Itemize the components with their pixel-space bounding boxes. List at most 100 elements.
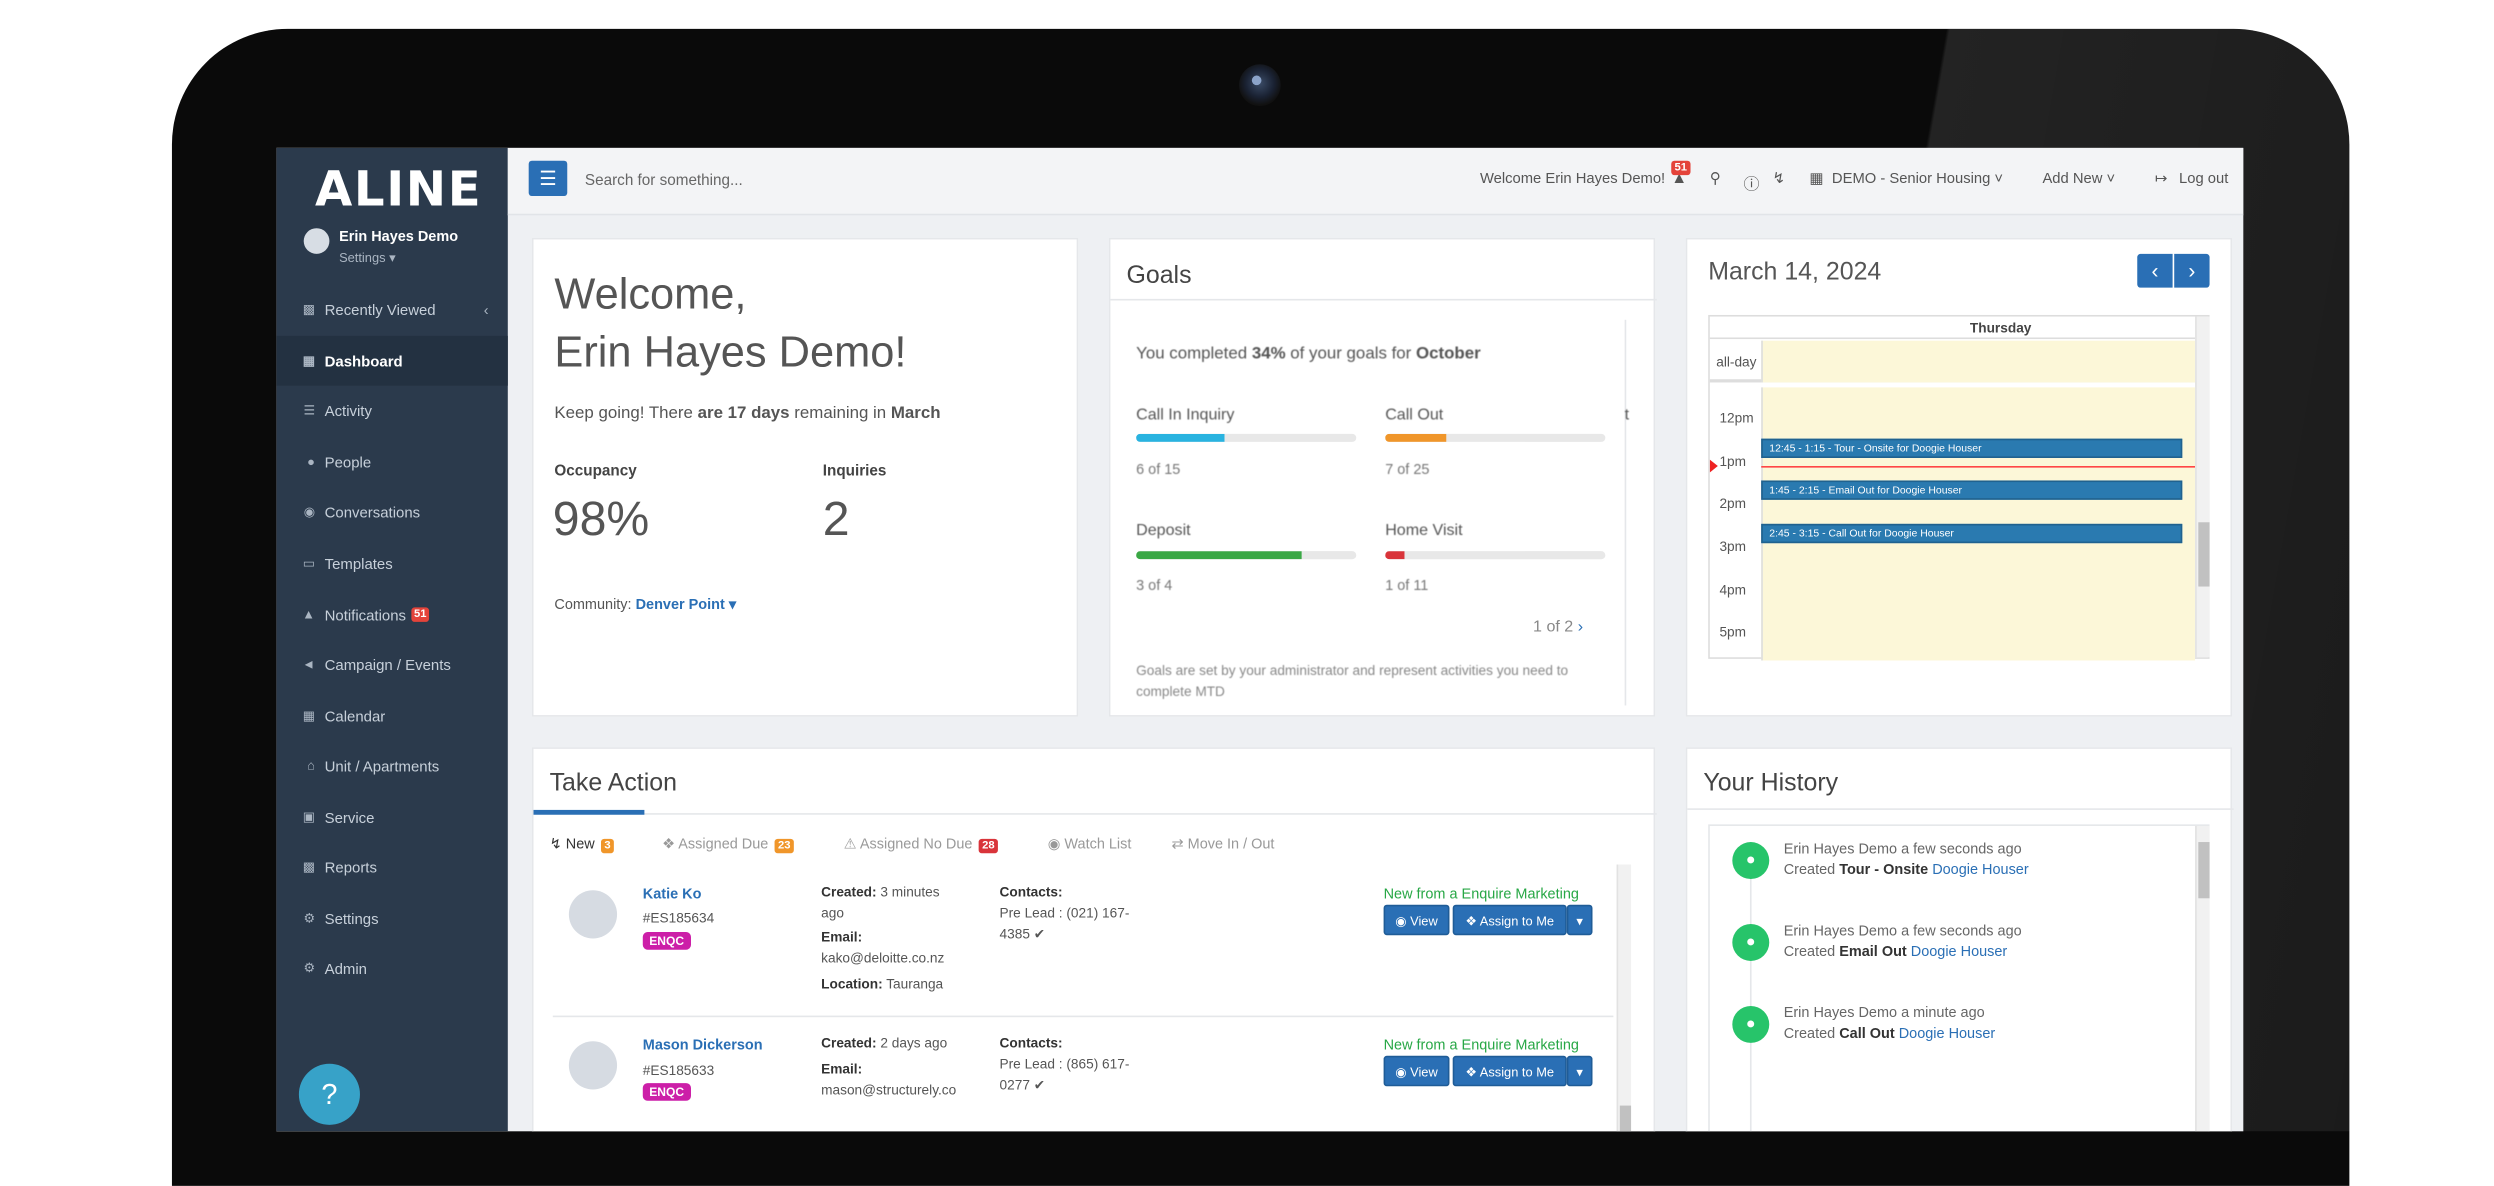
goal-progress: 7 of 25 xyxy=(1385,461,1430,478)
chevron-left-icon[interactable]: ‹ xyxy=(483,301,489,318)
lead-tag: ENQC xyxy=(642,932,691,950)
lead-id: #ES185634 xyxy=(642,909,715,926)
sidebar-item-reports[interactable]: ▩ Reports xyxy=(276,842,507,892)
assign-options-button[interactable]: ▾ xyxy=(1566,904,1593,936)
tab-assigned-no-due[interactable]: ⚠ Assigned No Due 28 xyxy=(844,836,998,854)
history-card: Your History ● Erin Hayes Demo a few sec… xyxy=(1685,747,2234,1132)
lead-location: Location: Tauranga xyxy=(821,975,944,992)
sidebar-item-admin[interactable]: ⚙ Admin xyxy=(276,943,507,993)
assign-options-button[interactable]: ▾ xyxy=(1566,1055,1593,1087)
building-icon: ▦ xyxy=(1809,170,1824,187)
hamburger-menu-button[interactable]: ☰ xyxy=(528,160,568,197)
tab-move-in-out[interactable]: ⇄ Move In / Out xyxy=(1171,835,1275,852)
exchange-icon: ⇄ xyxy=(1171,835,1184,852)
megaphone-icon: ◄ xyxy=(302,657,315,672)
user-icon: ● xyxy=(307,454,315,470)
lead-source: New from a Enquire Marketing xyxy=(1383,1036,1579,1053)
calendar-scrollbar[interactable] xyxy=(2195,316,2210,658)
sidebar-item-label: Reports xyxy=(324,858,377,875)
goal-call-in-inquiry-label: Call In Inquiry xyxy=(1136,406,1235,425)
question-icon[interactable]: ⓘ xyxy=(1743,176,1760,195)
sidebar-item-people[interactable]: ● People xyxy=(276,437,507,487)
calendar-event[interactable]: 1:45 - 2:15 - Email Out for Doogie House… xyxy=(1761,480,2183,500)
search-input[interactable] xyxy=(584,163,1068,197)
search-icon[interactable]: ⚲ xyxy=(1709,170,1721,187)
sidebar-user-name[interactable]: Erin Hayes Demo xyxy=(339,228,459,245)
lead-name[interactable]: Katie Ko xyxy=(642,885,702,902)
calendar-next-button[interactable]: › xyxy=(2174,253,2210,288)
sidebar-item-label: Recently Viewed xyxy=(324,301,436,318)
sidebar-item-templates[interactable]: ▭ Templates xyxy=(276,538,507,588)
calendar-event[interactable]: 12:45 - 1:15 - Tour - Onsite for Doogie … xyxy=(1761,438,2183,458)
users-icon: ▩ xyxy=(302,302,315,317)
hour-label: 1pm xyxy=(1719,453,1747,470)
list-icon: ☰ xyxy=(303,403,315,418)
bolt-icon: ↯ xyxy=(549,835,562,852)
goals-summary: You completed 34% of your goals for Octo… xyxy=(1136,343,1481,364)
history-scrollbar[interactable] xyxy=(2195,825,2210,1132)
sidebar-item-label: Conversations xyxy=(324,503,421,520)
sidebar-item-conversations[interactable]: ◉ Conversations xyxy=(276,487,507,537)
chart-icon: ▩ xyxy=(302,859,315,875)
crosshair-icon: ❖ xyxy=(662,835,676,852)
lead-created: Created: 2 days ago xyxy=(821,1034,948,1051)
view-button[interactable]: ◉ View xyxy=(1383,1055,1450,1087)
history-link[interactable]: Doogie Houser xyxy=(1898,1025,1996,1042)
sidebar-item-unit-apartments[interactable]: ⌂ Unit / Apartments xyxy=(276,741,507,791)
dashboard-icon: ▦ xyxy=(302,353,315,368)
take-action-scrollbar[interactable] xyxy=(1616,864,1632,1132)
sidebar-item-campaign-events[interactable]: ◄ Campaign / Events xyxy=(276,640,507,690)
sidebar-item-activity[interactable]: ☰ Activity xyxy=(276,386,507,436)
eye-icon: ◉ xyxy=(1047,835,1061,852)
calendar-prev-button[interactable]: ‹ xyxy=(2137,253,2173,288)
assign-to-me-button[interactable]: ❖ Assign to Me xyxy=(1452,1055,1567,1087)
sidebar-item-settings[interactable]: ⚙ Settings xyxy=(276,893,507,943)
gear-icon: ⚙ xyxy=(303,911,315,926)
goal-call-in-inquiry-bar xyxy=(1136,433,1357,442)
assign-to-me-button[interactable]: ❖ Assign to Me xyxy=(1452,904,1567,936)
logout-link[interactable]: Log out xyxy=(2179,170,2229,187)
tab-watch-list[interactable]: ◉ Watch List xyxy=(1047,835,1132,852)
warning-icon: ⚠ xyxy=(843,835,857,852)
sidebar-item-service[interactable]: ▣ Service xyxy=(276,792,507,842)
sidebar-item-notifications[interactable]: ▲ Notifications 51 xyxy=(276,590,507,640)
take-action-card: Take Action ↯ New 3 ❖ Assigned Due 23 ⚠ As… xyxy=(531,747,1657,1132)
sidebar-item-label: Activity xyxy=(324,402,372,419)
file-icon: ▭ xyxy=(302,556,315,571)
sidebar-item-calendar[interactable]: ▦ Calendar xyxy=(276,691,507,741)
eye-icon: ◉ xyxy=(1395,914,1407,929)
tab-new[interactable]: ↯ New 3 xyxy=(550,836,614,854)
view-button[interactable]: ◉ View xyxy=(1383,904,1450,936)
caret-down-icon: ▾ xyxy=(1576,914,1583,929)
goal-progress: 3 of 4 xyxy=(1136,576,1173,593)
user-icon: ● xyxy=(1732,1005,1770,1043)
tab-assigned-due[interactable]: ❖ Assigned Due 23 xyxy=(662,836,794,854)
avatar[interactable] xyxy=(303,228,330,254)
history-link[interactable]: Doogie Houser xyxy=(1910,943,2008,960)
bolt-icon[interactable]: ↯ xyxy=(1772,170,1785,187)
chat-icon: ◉ xyxy=(303,504,315,520)
community-dropdown[interactable]: Denver Point ▾ xyxy=(635,596,737,613)
sidebar-item-dashboard[interactable]: ▦ Dashboard xyxy=(276,335,508,386)
user-settings-dropdown[interactable]: Settings ▾ xyxy=(339,250,396,266)
sidebar-item-label: Unit / Apartments xyxy=(324,757,440,774)
goal-progress: 1 of 11 xyxy=(1385,576,1429,593)
gears-icon: ⚙ xyxy=(303,960,315,976)
home-icon: ⌂ xyxy=(307,758,315,773)
app-logo[interactable]: ALINE xyxy=(314,162,483,219)
goals-pager[interactable]: 1 of 2 › xyxy=(1533,618,1584,637)
calendar-event[interactable]: 2:45 - 3:15 - Call Out for Doogie Houser xyxy=(1761,523,2183,544)
top-bar: ☰ Welcome Erin Hayes Demo! ▲ 51 ⚲ ⓘ ↯ ▦ … xyxy=(507,147,2244,216)
lead-created: Created: 3 minutes ago xyxy=(821,883,940,921)
community-row: Community: Denver Point ▾ xyxy=(554,596,737,613)
sidebar-item-recently-viewed[interactable]: ▩ Recently Viewed ‹ xyxy=(276,284,507,334)
community-selector[interactable]: DEMO - Senior Housing ˅ xyxy=(1831,170,2004,187)
lead-contacts: Contacts: Pre Lead : (021) 167-4385 ✔ xyxy=(999,883,1130,942)
lead-contacts: Contacts: Pre Lead : (865) 617-0277 ✔ xyxy=(999,1034,1130,1093)
lead-name[interactable]: Mason Dickerson xyxy=(642,1036,763,1053)
chevron-down-icon: ˅ xyxy=(1994,170,2004,187)
help-button[interactable]: ? xyxy=(298,1063,360,1125)
history-link[interactable]: Doogie Houser xyxy=(1932,861,2029,878)
add-new-dropdown[interactable]: Add New ˅ xyxy=(2042,170,2116,187)
occupancy-label: Occupancy xyxy=(554,462,637,481)
